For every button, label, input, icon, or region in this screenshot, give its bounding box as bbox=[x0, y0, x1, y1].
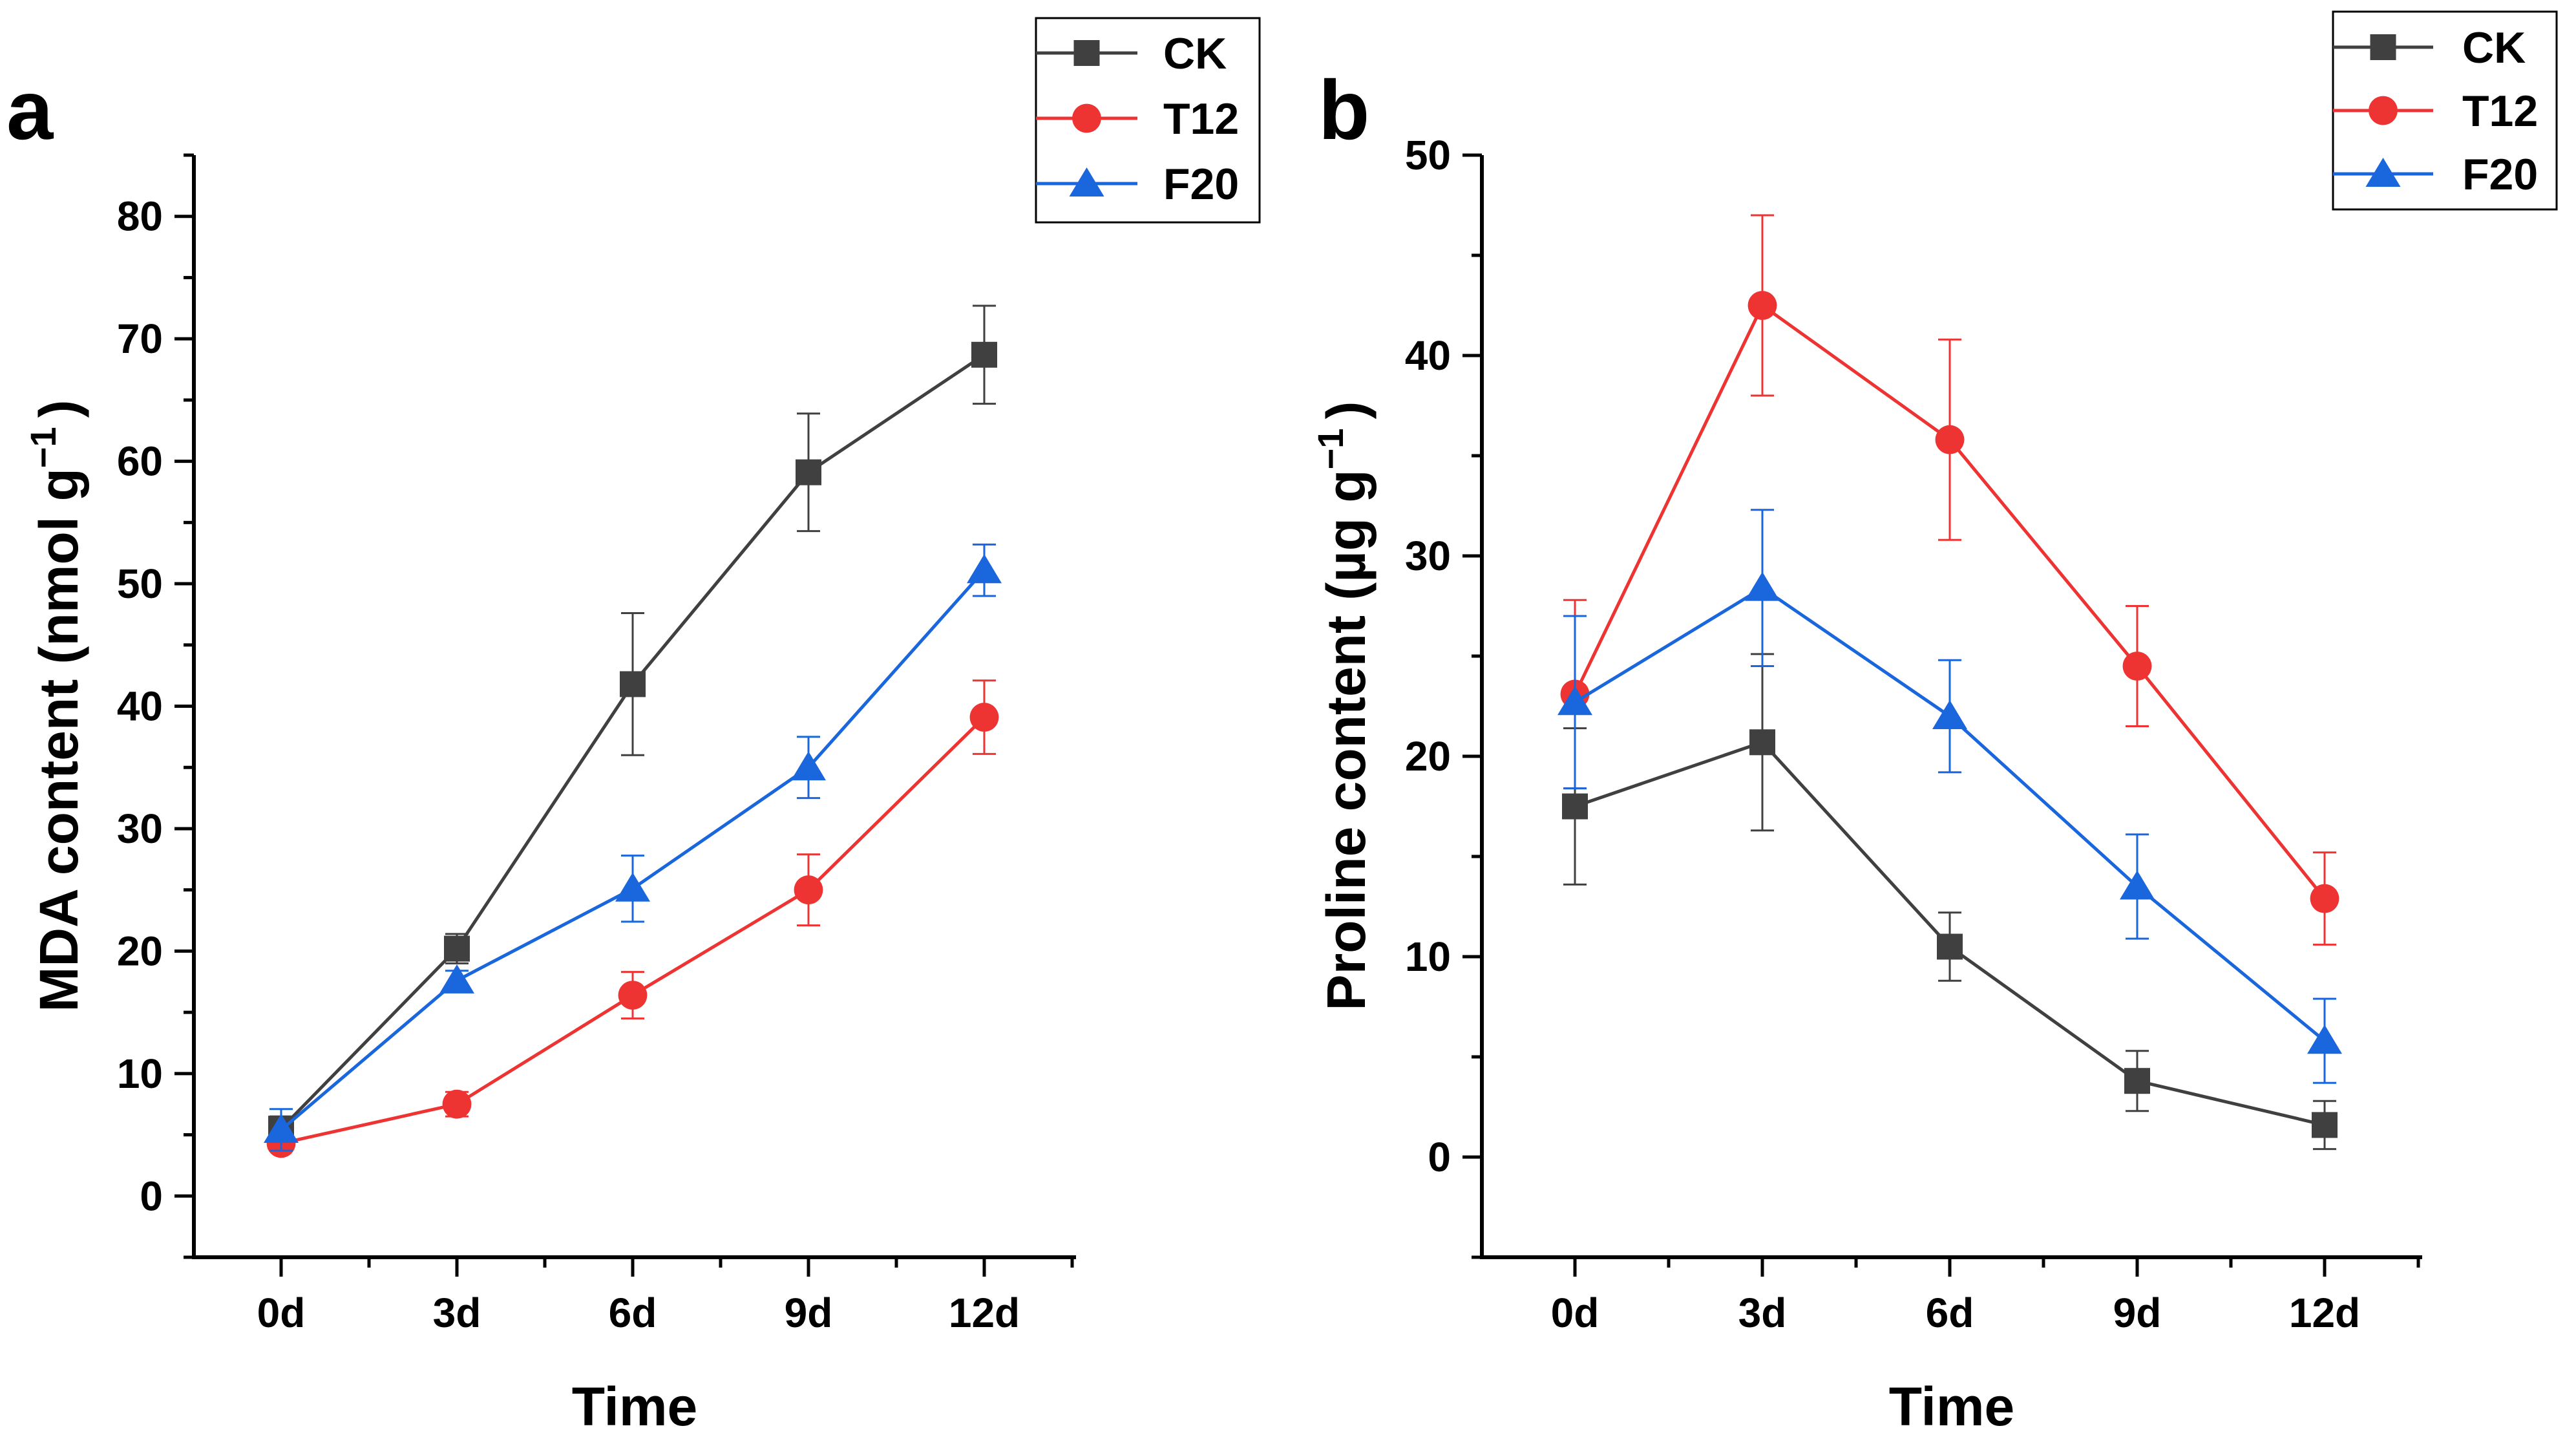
panel-a-y-title-main: MDA content (nmol g bbox=[28, 468, 89, 1012]
x-tick-label: 0d bbox=[257, 1290, 306, 1336]
x-tick-label: 9d bbox=[785, 1290, 833, 1336]
y-tick-label: 40 bbox=[1405, 332, 1451, 379]
legend-label: CK bbox=[2462, 23, 2526, 72]
data-point bbox=[1745, 571, 1780, 601]
y-tick-label: 0 bbox=[1428, 1134, 1451, 1180]
panel-b-legend-items: CK T12 F20 bbox=[2333, 23, 2538, 199]
panel-b-letter: b bbox=[1318, 63, 1369, 157]
panel-a-y-axis-title: MDA content (nmol g−1) bbox=[23, 399, 89, 1012]
panel-a-x-axis-title: Time bbox=[572, 1376, 698, 1437]
y-tick-label: 0 bbox=[140, 1173, 163, 1219]
series-ck bbox=[1562, 653, 2338, 1151]
data-point bbox=[1562, 793, 1588, 820]
panel-a-legend: CK T12 F20 bbox=[1035, 17, 1261, 224]
data-point bbox=[967, 554, 1002, 584]
y-tick-label: 10 bbox=[117, 1050, 163, 1097]
panel-b-y-axis-title: Proline content (µg g−1) bbox=[1310, 401, 1377, 1011]
data-point bbox=[1747, 291, 1777, 320]
y-tick-label: 30 bbox=[1405, 533, 1451, 579]
data-point bbox=[439, 964, 474, 994]
panel-a-y-title-close: ) bbox=[28, 399, 89, 418]
panel-b-y-title-main: Proline content (µg g bbox=[1316, 469, 1377, 1010]
legend-label: F20 bbox=[2462, 150, 2538, 199]
panel-b-y-title-superscript: −1 bbox=[1310, 429, 1351, 470]
series-f20 bbox=[1557, 509, 2342, 1084]
y-tick-label: 20 bbox=[1405, 733, 1451, 780]
series-f20 bbox=[264, 543, 1002, 1152]
data-point bbox=[1557, 686, 1592, 716]
panel-a-y-ticks: 0 10 20 30 40 50 60 70 80 bbox=[117, 153, 194, 1259]
x-tick-label: 6d bbox=[609, 1290, 657, 1336]
data-point bbox=[796, 459, 821, 485]
data-point bbox=[1932, 700, 1967, 729]
data-point bbox=[794, 875, 823, 905]
y-tick-label: 50 bbox=[1405, 132, 1451, 178]
x-tick-label: 0d bbox=[1551, 1290, 1599, 1336]
legend-marker bbox=[1072, 103, 1101, 133]
panel-a-series bbox=[264, 304, 1002, 1158]
legend-marker bbox=[2369, 96, 2398, 125]
data-point bbox=[264, 1113, 299, 1143]
x-tick-label: 3d bbox=[433, 1290, 481, 1336]
panel-b-x-ticks: 0d 3d 6d 9d 12d bbox=[1551, 1257, 2420, 1336]
data-point bbox=[971, 341, 997, 368]
data-point bbox=[620, 671, 646, 697]
data-point bbox=[2307, 1025, 2342, 1054]
data-point bbox=[2122, 652, 2152, 681]
y-tick-label: 80 bbox=[117, 193, 163, 240]
x-tick-label: 6d bbox=[1926, 1290, 1974, 1336]
series-t12 bbox=[1560, 214, 2339, 946]
legend-label: T12 bbox=[2462, 87, 2538, 136]
y-tick-label: 30 bbox=[117, 805, 163, 852]
panel-b-x-axis-title: Time bbox=[1889, 1376, 2015, 1437]
data-point bbox=[444, 935, 470, 962]
panel-a: a 0 10 20 30 40 50 60 70 80 0d 3d 6d 9d 12d Time MDA… bbox=[6, 17, 1261, 1437]
data-point bbox=[2312, 1112, 2338, 1138]
panel-b-series bbox=[1557, 214, 2342, 1151]
y-tick-label: 70 bbox=[117, 315, 163, 362]
y-tick-label: 20 bbox=[117, 928, 163, 974]
x-tick-label: 3d bbox=[1738, 1290, 1787, 1336]
data-point bbox=[1935, 425, 1965, 454]
data-point bbox=[618, 981, 648, 1010]
y-tick-label: 40 bbox=[117, 683, 163, 730]
data-point bbox=[2120, 870, 2155, 900]
series-line bbox=[280, 716, 986, 1145]
data-point bbox=[2124, 1068, 2150, 1094]
legend-label: CK bbox=[1163, 29, 1227, 78]
data-point bbox=[2310, 884, 2339, 913]
legend-label: T12 bbox=[1163, 94, 1239, 144]
panel-a-y-title-superscript: −1 bbox=[23, 427, 63, 468]
x-tick-label: 12d bbox=[2289, 1290, 2360, 1336]
data-point bbox=[791, 751, 826, 781]
data-point bbox=[442, 1089, 472, 1119]
series-t12 bbox=[266, 679, 999, 1158]
panel-b-y-title-close: ) bbox=[1316, 401, 1377, 420]
panel-a-letter: a bbox=[6, 63, 54, 157]
data-point bbox=[969, 703, 999, 732]
data-point bbox=[1749, 729, 1775, 756]
x-tick-label: 9d bbox=[2113, 1290, 2162, 1336]
panel-b-legend: CK T12 F20 bbox=[2332, 10, 2558, 211]
panel-b-y-ticks: 0 10 20 30 40 50 bbox=[1405, 132, 1482, 1259]
panel-a-x-ticks: 0d 3d 6d 9d 12d bbox=[257, 1257, 1074, 1336]
y-tick-label: 10 bbox=[1405, 933, 1451, 980]
legend-marker bbox=[1073, 40, 1100, 66]
y-tick-label: 50 bbox=[117, 560, 163, 607]
x-tick-label: 12d bbox=[949, 1290, 1020, 1336]
legend-label: F20 bbox=[1163, 160, 1239, 209]
legend-marker bbox=[2370, 34, 2396, 60]
legend-marker bbox=[1069, 167, 1104, 197]
data-point bbox=[615, 872, 650, 902]
y-tick-label: 60 bbox=[117, 438, 163, 485]
panel-a-legend-items: CK T12 F20 bbox=[1036, 29, 1239, 209]
data-point bbox=[1937, 933, 1963, 960]
panel-b: b 0 10 20 30 40 50 0d 3d 6d 9d 12d Time Proline c… bbox=[1310, 10, 2558, 1437]
legend-marker bbox=[2365, 158, 2401, 187]
